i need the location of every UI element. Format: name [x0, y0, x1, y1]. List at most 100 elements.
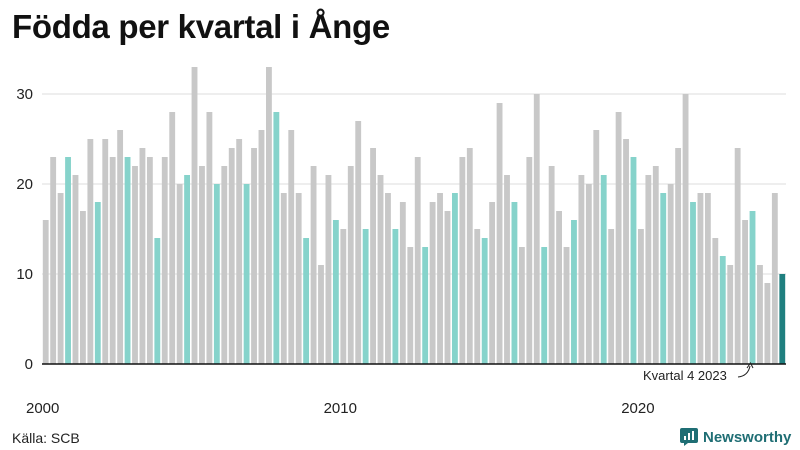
- bar: [719, 256, 726, 364]
- bar: [228, 148, 235, 364]
- bar: [102, 139, 109, 364]
- bar: [712, 238, 719, 364]
- bar: [638, 229, 644, 364]
- chart-title: Födda per kvartal i Ånge: [12, 8, 390, 45]
- bar: [481, 238, 488, 364]
- bar: [57, 193, 64, 364]
- bar: [623, 139, 629, 364]
- bar: [94, 202, 101, 364]
- bar: [362, 229, 369, 364]
- y-tick-label: 10: [16, 266, 33, 283]
- bar: [563, 247, 570, 364]
- bar: [779, 274, 786, 364]
- bar: [139, 148, 146, 364]
- bar: [600, 175, 607, 364]
- bar: [585, 184, 592, 364]
- bar: [630, 157, 637, 364]
- annotation-label: Kvartal 4 2023: [643, 368, 727, 383]
- bar: [548, 166, 555, 364]
- bar: [615, 112, 622, 364]
- bar: [385, 193, 391, 364]
- bar: [727, 265, 734, 364]
- bar: [251, 148, 257, 364]
- gridlines: [42, 93, 786, 275]
- bar: [80, 211, 86, 364]
- bar: [444, 211, 451, 364]
- bar: [332, 220, 339, 364]
- newsworthy-logo-icon: [680, 428, 698, 446]
- bar: [65, 157, 71, 364]
- bar: [258, 130, 265, 364]
- bar: [206, 112, 213, 364]
- bar: [109, 157, 116, 364]
- brand-name: Newsworthy: [703, 428, 792, 446]
- bar: [742, 220, 748, 364]
- bar: [161, 157, 168, 364]
- bar: [526, 157, 533, 364]
- bar: [154, 238, 161, 364]
- bar: [422, 247, 429, 364]
- bar: [392, 229, 399, 364]
- y-tick-label: 30: [16, 86, 33, 103]
- x-tick-label: 2020: [621, 400, 654, 417]
- bar: [452, 193, 458, 364]
- bar: [645, 175, 652, 364]
- source-label: Källa: SCB: [12, 430, 80, 446]
- x-tick-label: 2010: [324, 400, 357, 417]
- bar: [199, 166, 205, 364]
- bar: [303, 238, 310, 364]
- bar: [87, 139, 94, 364]
- bar: [124, 157, 131, 364]
- bar: [117, 130, 124, 364]
- y-tick-label: 0: [25, 356, 33, 373]
- bar: [377, 175, 384, 364]
- bar: [704, 193, 711, 364]
- bar: [340, 229, 347, 364]
- bar: [771, 193, 778, 364]
- bar: [132, 166, 138, 364]
- bar: [213, 184, 220, 364]
- bar: [571, 220, 577, 364]
- bar: [236, 139, 243, 364]
- bar: [608, 229, 615, 364]
- bar: [429, 202, 436, 364]
- bar: [578, 175, 585, 364]
- bar: [489, 202, 496, 364]
- bar: [533, 94, 540, 364]
- annotation: Kvartal 4 2023: [643, 362, 754, 383]
- bar: [288, 130, 295, 364]
- annotation-arrow: [737, 365, 751, 378]
- bar: [466, 148, 473, 364]
- bar: [518, 247, 525, 364]
- bar: [243, 184, 250, 364]
- annotation-arrowhead: [746, 362, 754, 369]
- bar: [221, 166, 228, 364]
- bar: [474, 229, 481, 364]
- bar: [50, 157, 57, 364]
- bar: [184, 175, 190, 364]
- bar: [325, 175, 332, 364]
- bar: [347, 166, 354, 364]
- bar: [318, 265, 324, 364]
- bar: [764, 283, 771, 364]
- bar: [146, 157, 153, 364]
- bar: [72, 175, 79, 364]
- bar: [504, 175, 510, 364]
- bar: [459, 157, 466, 364]
- bar: [176, 184, 183, 364]
- bars: [42, 67, 786, 364]
- bar: [682, 94, 689, 364]
- bar: [593, 130, 600, 364]
- bar: [42, 220, 49, 364]
- bar: [370, 148, 376, 364]
- bar: [280, 193, 287, 364]
- bar: [734, 148, 741, 364]
- bar: [414, 157, 421, 364]
- bar: [690, 202, 696, 364]
- bar: [757, 265, 763, 364]
- bar: [556, 211, 562, 364]
- bar: [511, 202, 518, 364]
- bar: [437, 193, 443, 364]
- bar: [660, 193, 667, 364]
